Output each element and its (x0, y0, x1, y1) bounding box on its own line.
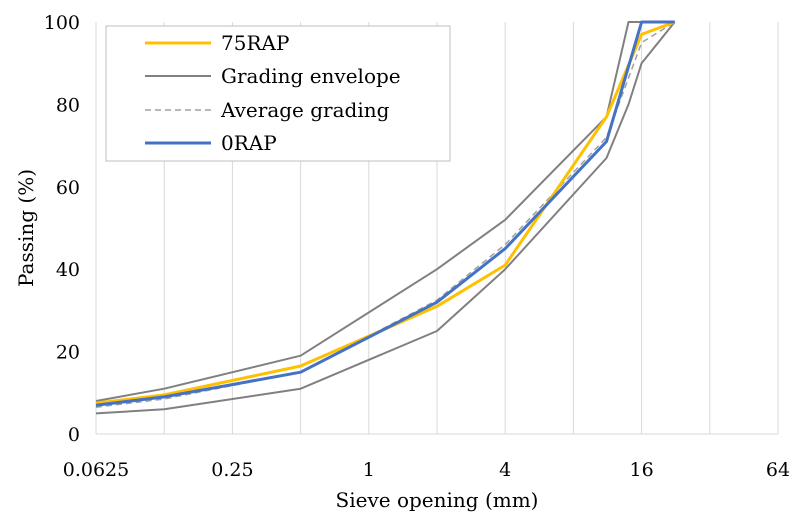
legend-label: 0RAP (221, 131, 277, 155)
y-tick-label: 20 (56, 342, 80, 364)
x-tick-label: 0.25 (211, 459, 253, 481)
legend: 75RAP Grading envelope Average grading 0RAP (105, 25, 451, 162)
y-tick-label: 40 (56, 259, 80, 281)
series-line-0rap (95, 20, 675, 407)
y-tick-label: 80 (56, 94, 80, 116)
x-tick-label: 64 (766, 459, 790, 481)
legend-label: Grading envelope (221, 64, 401, 88)
x-tick-label: 0.0625 (63, 459, 129, 481)
y-tick-label: 0 (68, 424, 80, 446)
series-line-75rap (95, 20, 676, 405)
x-tick-label: 16 (630, 459, 654, 481)
series-lines (95, 20, 676, 415)
series-line-grading-envelope (95, 21, 675, 402)
series-line-average-grading (95, 21, 676, 408)
x-tick-label: 1 (363, 459, 375, 481)
x-axis-title: Sieve opening (mm) (336, 488, 539, 512)
legend-label: Average grading (220, 98, 390, 122)
tick-labels: 0 20 40 60 80 100 0.0625 0.25 1 4 16 64 (44, 12, 790, 481)
y-axis-title: Passing (%) (14, 169, 38, 287)
legend-box (105, 25, 451, 162)
legend-label: 75RAP (221, 31, 289, 55)
x-tick-label: 4 (499, 459, 511, 481)
series-line-grading-envelope-lower (95, 21, 676, 415)
y-tick-label: 100 (44, 12, 80, 34)
y-tick-label: 60 (56, 177, 80, 199)
